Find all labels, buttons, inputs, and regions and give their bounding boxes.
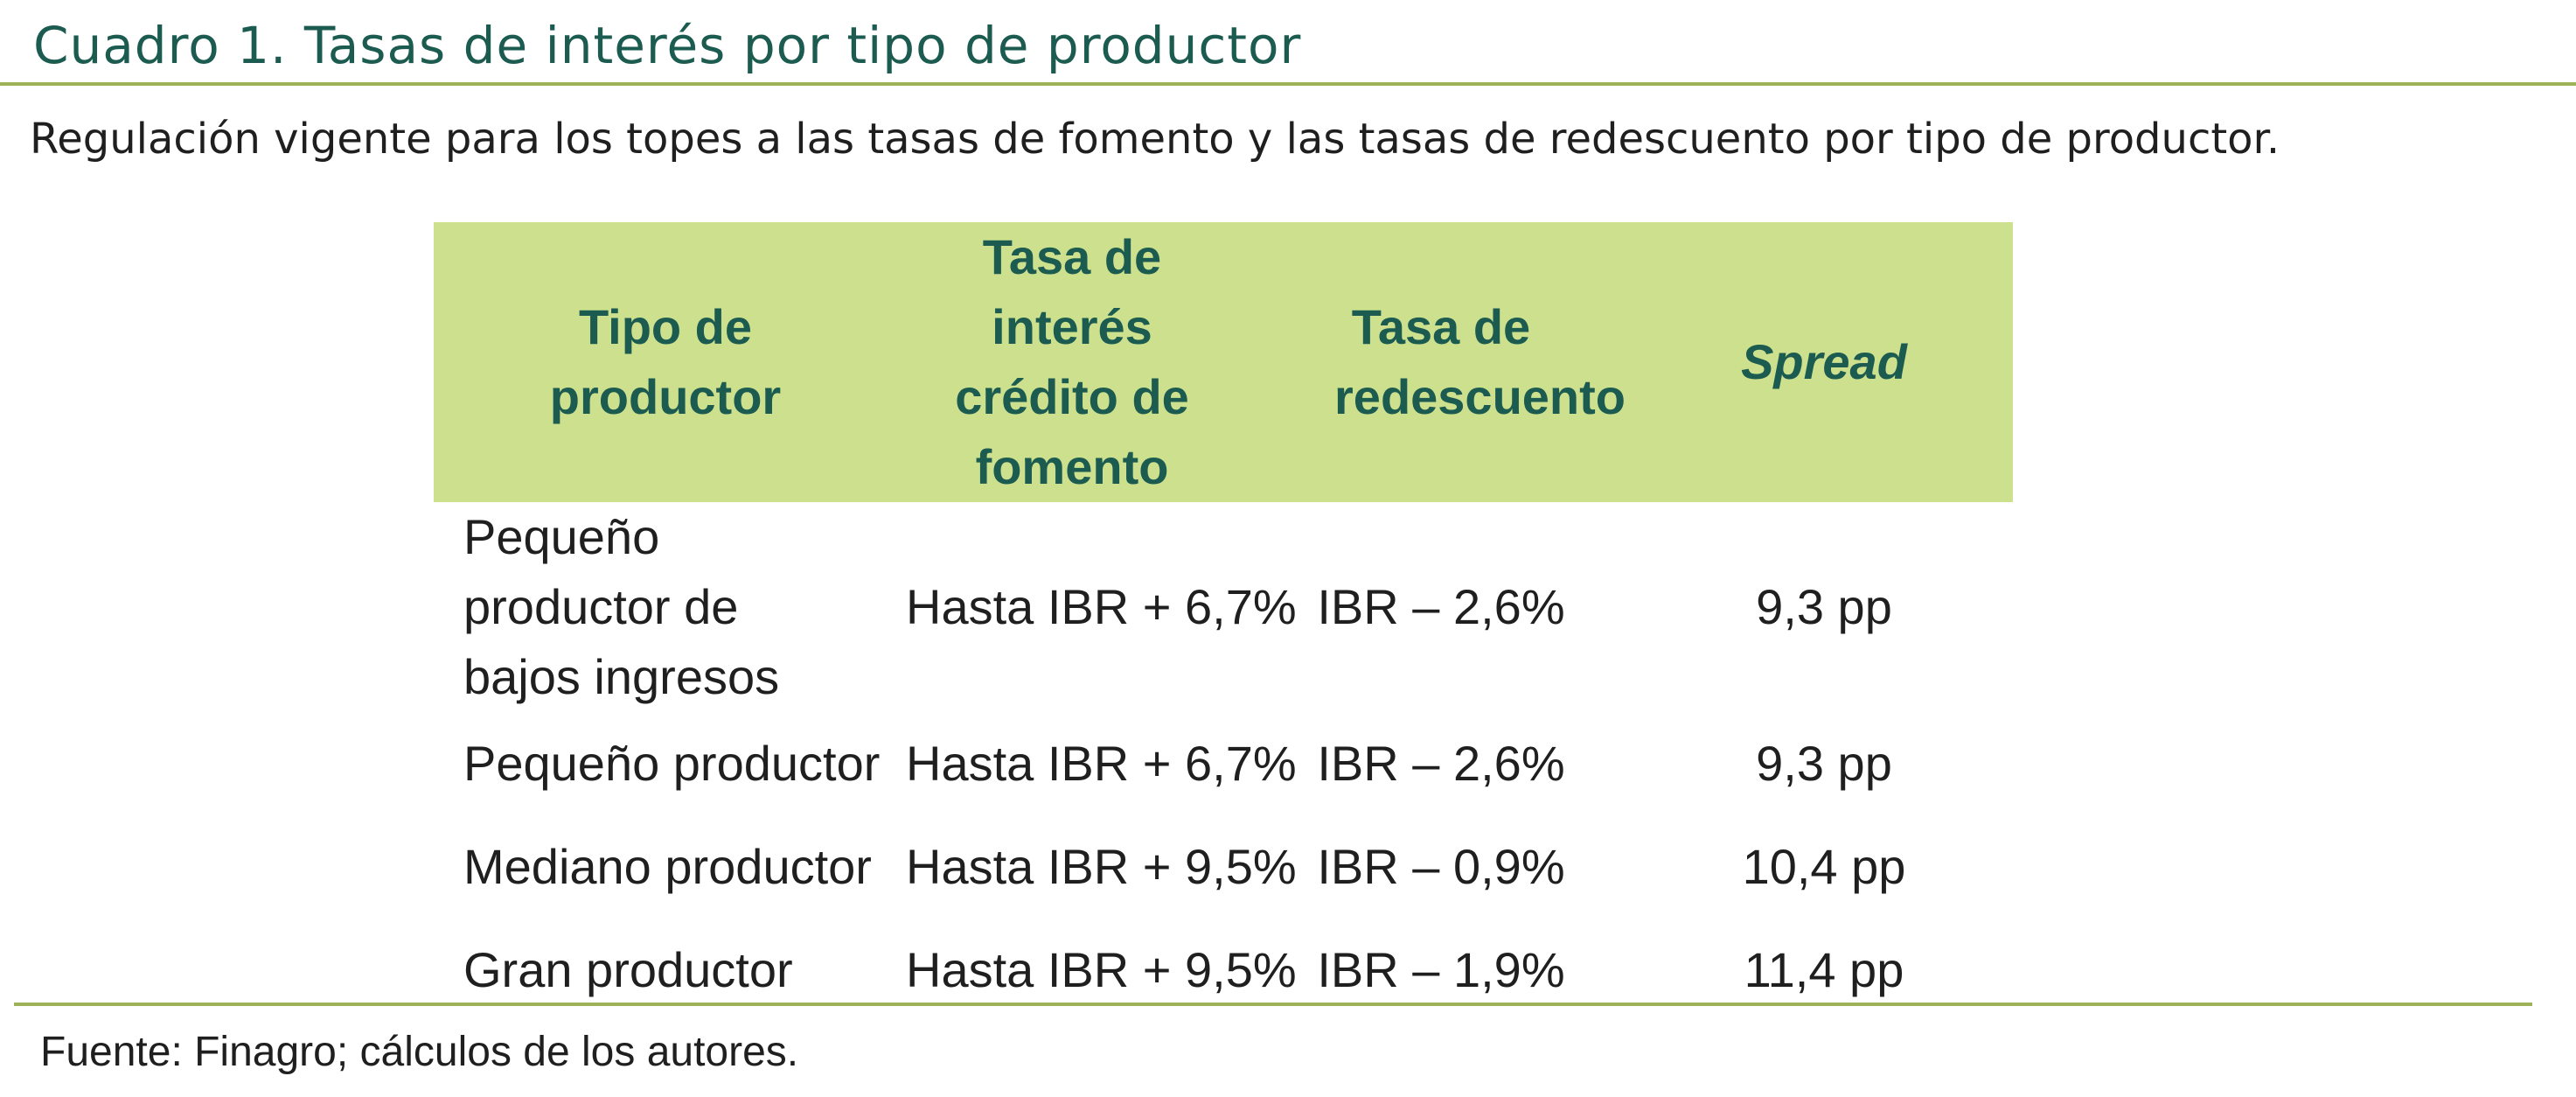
table-title: Cuadro 1. Tasas de interés por tipo de p… xyxy=(33,16,1302,75)
cell-rediscount-rate: IBR – 2,6% xyxy=(1317,736,1565,791)
cell-spread: 9,3 pp xyxy=(1756,736,1892,791)
rates-table-container: Tipo de productor Tasa de interés crédit… xyxy=(434,222,2013,1022)
cell-spread: 10,4 pp xyxy=(1742,839,1906,894)
source-note: Fuente: Finagro; cálculos de los autores… xyxy=(40,1029,799,1075)
cell-producer-type: Mediano productor xyxy=(463,839,872,894)
cell-credit-rate: Hasta IBR + 6,7% xyxy=(906,579,1297,634)
header-producer-type: Tipo de productor xyxy=(549,299,782,424)
cell-producer-type: Gran productor xyxy=(463,942,793,997)
cell-rediscount-rate: IBR – 2,6% xyxy=(1317,579,1565,634)
table-row: Pequeño productor Hasta IBR + 6,7% IBR –… xyxy=(434,712,2013,815)
table-row: Mediano productor Hasta IBR + 9,5% IBR –… xyxy=(434,815,2013,919)
header-row: Tipo de productor Tasa de interés crédit… xyxy=(434,222,2013,502)
cell-rediscount-rate: IBR – 0,9% xyxy=(1317,839,1565,894)
cell-rediscount-rate: IBR – 1,9% xyxy=(1317,942,1565,997)
header-credit-rate: Tasa de interés crédito de fomento xyxy=(955,229,1189,494)
table-description: Regulación vigente para los topes a las … xyxy=(30,115,2280,164)
header-rediscount-rate: Tasa de redescuento xyxy=(1334,299,1626,424)
cell-producer-type: Pequeño productor xyxy=(463,736,881,791)
table-header: Tipo de productor Tasa de interés crédit… xyxy=(434,222,2013,502)
title-divider xyxy=(0,82,2576,86)
table-body: Pequeño productor de bajos ingresos Hast… xyxy=(434,502,2013,1022)
cell-spread: 9,3 pp xyxy=(1756,579,1892,634)
table-row: Gran productor Hasta IBR + 9,5% IBR – 1,… xyxy=(434,919,2013,1022)
cell-credit-rate: Hasta IBR + 9,5% xyxy=(906,839,1297,894)
cell-producer-type: Pequeño productor de bajos ingresos xyxy=(463,509,780,704)
rates-table: Tipo de productor Tasa de interés crédit… xyxy=(434,222,2013,1022)
header-spread: Spread xyxy=(1741,334,1907,389)
source-divider xyxy=(14,1003,2532,1006)
cell-credit-rate: Hasta IBR + 6,7% xyxy=(906,736,1297,791)
table-row: Pequeño productor de bajos ingresos Hast… xyxy=(434,502,2013,712)
cell-spread: 11,4 pp xyxy=(1744,942,1904,997)
cell-credit-rate: Hasta IBR + 9,5% xyxy=(906,942,1297,997)
